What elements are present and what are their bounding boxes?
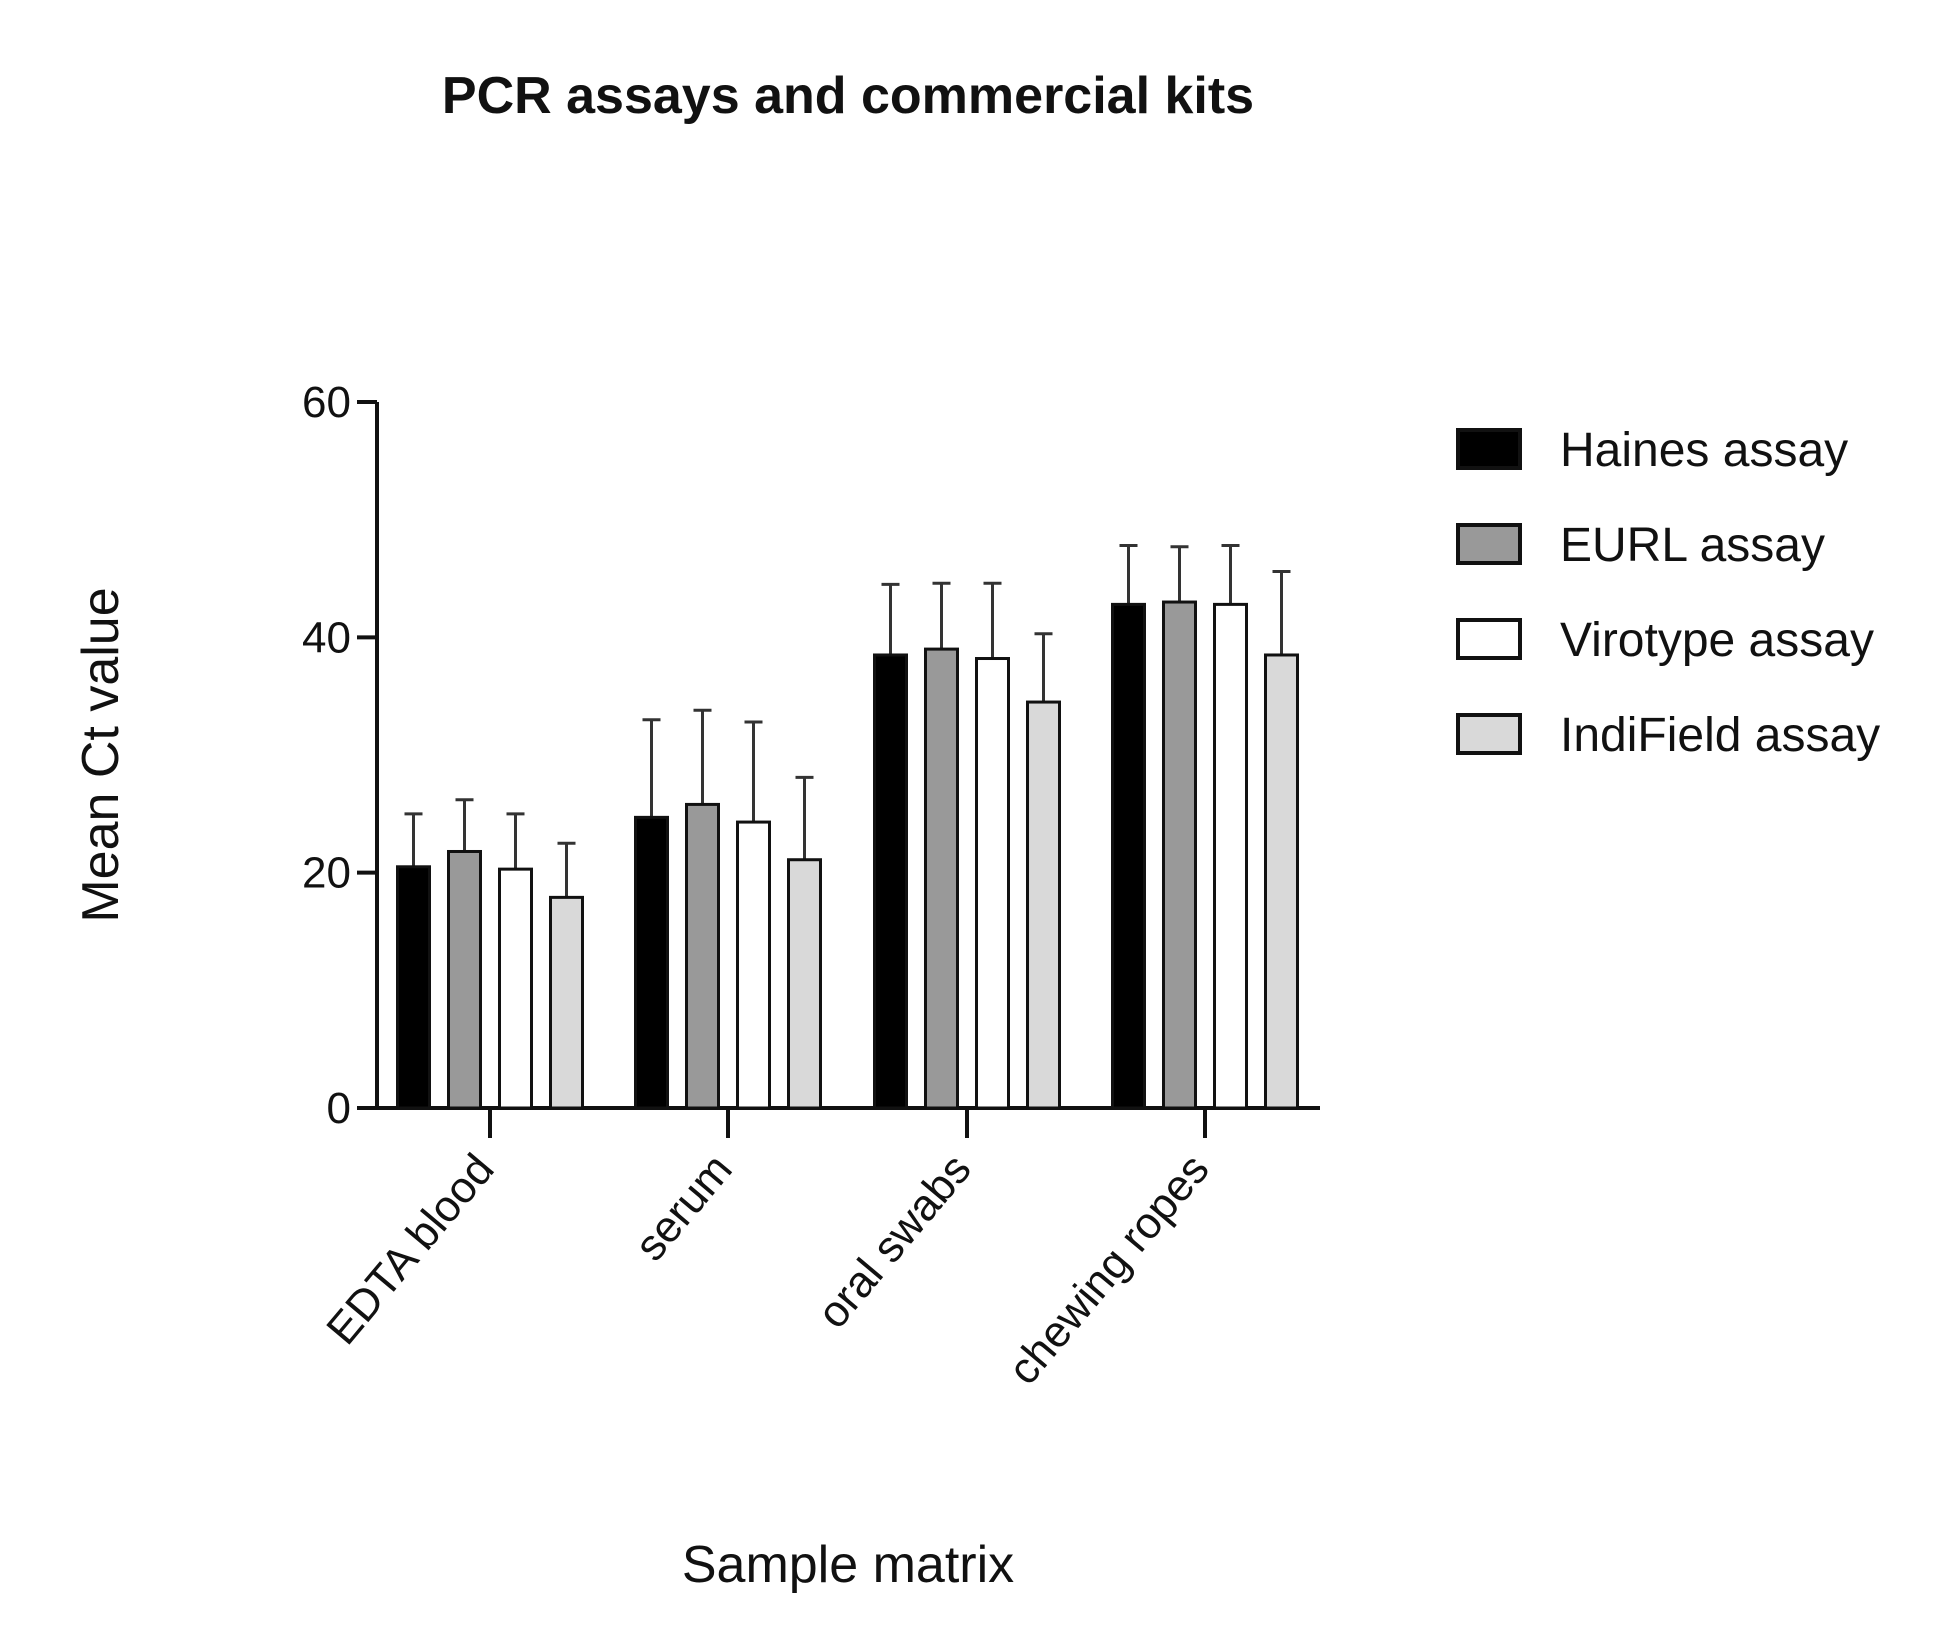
bar xyxy=(736,820,771,1110)
legend-label: Virotype assay xyxy=(1560,614,1874,667)
legend-label: Haines assay xyxy=(1560,424,1848,477)
y-tick-label: 40 xyxy=(302,613,351,662)
bar xyxy=(1111,602,1146,1110)
bar xyxy=(787,858,822,1110)
bar xyxy=(924,647,959,1110)
legend-swatch xyxy=(1456,618,1522,660)
x-tick-label: serum xyxy=(626,1145,742,1270)
bar xyxy=(498,867,533,1110)
legend-swatch xyxy=(1456,428,1522,470)
y-tick-label: 0 xyxy=(327,1084,351,1133)
x-tick-label: EDTA blood xyxy=(317,1145,503,1354)
bar xyxy=(549,895,584,1110)
legend-label: IndiField assay xyxy=(1560,709,1880,762)
bar xyxy=(1162,600,1197,1110)
x-axis-label: Sample matrix xyxy=(682,1536,1014,1594)
bar xyxy=(873,653,908,1110)
legend-label: EURL assay xyxy=(1560,519,1825,572)
bar xyxy=(685,802,720,1110)
legend-swatch xyxy=(1456,713,1522,755)
bar xyxy=(1264,653,1299,1110)
bar xyxy=(1213,602,1248,1110)
bar xyxy=(447,849,482,1110)
x-tick-label: oral swabs xyxy=(808,1145,981,1338)
legend: Haines assay EURL assay Virotype assay Indi… xyxy=(1456,424,1880,762)
bar xyxy=(975,657,1010,1110)
bar xyxy=(1026,700,1061,1110)
bar xyxy=(634,815,669,1110)
bar xyxy=(396,865,431,1110)
x-tick-label: chewing ropes xyxy=(999,1145,1219,1394)
y-tick-label: 20 xyxy=(302,849,351,898)
y-axis-label: Mean Ct value xyxy=(72,587,130,922)
plot-area: 0 20 40 60 EDTA blood serum oral swabs chewing … xyxy=(302,378,1320,1394)
chart-title: PCR assays and commercial kits xyxy=(442,67,1254,125)
legend-swatch xyxy=(1456,523,1522,565)
y-tick-label: 60 xyxy=(302,378,351,427)
